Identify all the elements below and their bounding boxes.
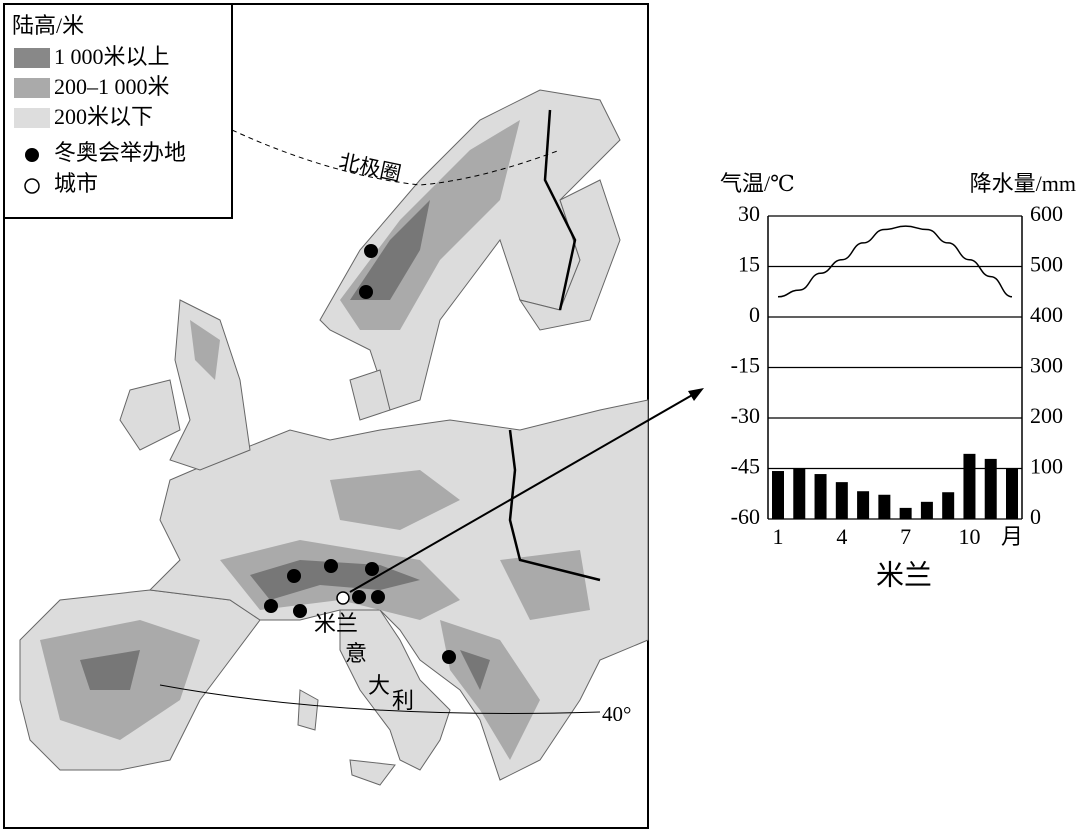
- precip-bar: [857, 491, 870, 519]
- latitude-40: [159, 684, 601, 714]
- precip-bar: [772, 471, 784, 519]
- map: 北极圈 米兰 意 大 利 40° 陆高/米 1 000米以上 200–1 000…: [3, 3, 704, 829]
- olympic-site: [371, 590, 385, 604]
- legend-item: 200米以下: [54, 104, 153, 129]
- olympic-site: [352, 590, 366, 604]
- precip-bar: [793, 467, 806, 519]
- latitude-label: 40°: [602, 702, 631, 726]
- y2-tick-label: 600: [1030, 201, 1063, 226]
- y-tick-label: -45: [731, 454, 760, 479]
- y-tick-label: -15: [731, 353, 760, 378]
- precip-bar: [835, 482, 848, 519]
- y-axis-title: 气温/℃: [720, 171, 795, 196]
- x-axis-title: 米兰: [876, 559, 932, 591]
- olympic-site: [359, 285, 373, 299]
- precip-bar: [942, 492, 955, 519]
- y2-axis-title: 降水量/mm: [970, 171, 1076, 196]
- olympic-site: [324, 559, 338, 573]
- climate-chart: 气温/℃ 降水量/mm 米兰 30150-15-30-45-6060050040…: [720, 171, 1076, 591]
- precip-bar: [878, 494, 891, 519]
- y-tick-label: -60: [731, 504, 760, 529]
- swatch: [14, 78, 50, 98]
- arrow-head: [688, 388, 704, 401]
- olympic-site: [442, 650, 456, 664]
- swatch: [14, 48, 50, 68]
- olympic-site: [287, 569, 301, 583]
- y2-tick-label: 0: [1030, 504, 1041, 529]
- x-tick-label: 7: [900, 524, 911, 549]
- precip-bar: [963, 453, 976, 519]
- legend-item: 冬奥会举办地: [54, 140, 186, 165]
- precip-bar: [899, 507, 912, 519]
- precip-bar: [984, 458, 997, 519]
- y2-tick-label: 300: [1030, 353, 1063, 378]
- city-milan: [336, 591, 350, 605]
- country-label: 利: [392, 688, 414, 713]
- y2-tick-label: 100: [1030, 454, 1063, 479]
- x-tick-label: 月: [1001, 524, 1023, 549]
- legend-item: 1 000米以上: [54, 44, 170, 69]
- legend-title: 陆高/米: [12, 13, 84, 38]
- country-label: 意: [345, 641, 367, 666]
- city-label: 米兰: [314, 611, 358, 636]
- precip-bar: [920, 501, 933, 519]
- precip-bar: [814, 474, 827, 519]
- y-tick-label: 30: [738, 201, 760, 226]
- arrow: [349, 393, 695, 593]
- y2-tick-label: 400: [1030, 302, 1063, 327]
- border: [508, 429, 601, 582]
- legend-item: 200–1 000米: [54, 74, 170, 99]
- y-tick-label: 0: [749, 302, 760, 327]
- y-tick-label: 15: [738, 252, 760, 277]
- y2-tick-label: 200: [1030, 403, 1063, 428]
- x-tick-label: 10: [958, 524, 980, 549]
- y2-tick-label: 500: [1030, 252, 1063, 277]
- x-tick-label: 1: [773, 524, 784, 549]
- olympic-site: [264, 599, 278, 613]
- olympic-site: [364, 244, 378, 258]
- border: [543, 109, 577, 311]
- y-tick-label: -30: [731, 403, 760, 428]
- legend-item: 城市: [54, 171, 98, 196]
- country-label: 大: [368, 673, 390, 698]
- olympic-sites: [264, 244, 456, 664]
- precip-bar: [1006, 467, 1018, 519]
- olympic-site: [293, 604, 307, 618]
- swatch: [25, 148, 39, 162]
- swatch: [14, 108, 50, 128]
- x-tick-label: 4: [836, 524, 847, 549]
- swatch: [24, 178, 40, 194]
- olympic-site: [365, 562, 379, 576]
- legend: 陆高/米 1 000米以上 200–1 000米 200米以下 冬奥会举办地 城…: [3, 3, 233, 219]
- temperature-line: [777, 225, 1013, 298]
